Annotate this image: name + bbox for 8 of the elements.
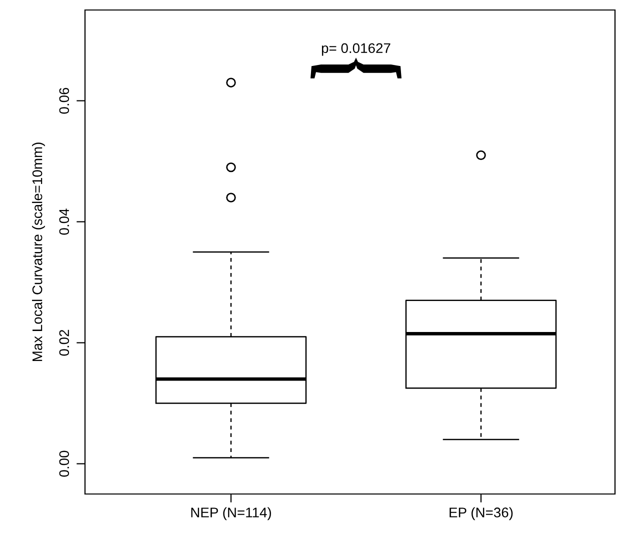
y-tick-label: 0.04	[59, 208, 70, 235]
y-tick-label: 0.06	[59, 88, 70, 114]
annotation: p= 0.01627	[322, 43, 390, 56]
y-tick-label: 0.00	[59, 450, 70, 477]
x-tick-label: NEP (N=114)	[191, 507, 271, 520]
x-tick-label: EP (N=36)	[450, 507, 513, 520]
y-tick-label: 0.02	[59, 330, 70, 356]
y-axis-title: Max Local Curvature (scale=10mm)	[32, 142, 45, 362]
